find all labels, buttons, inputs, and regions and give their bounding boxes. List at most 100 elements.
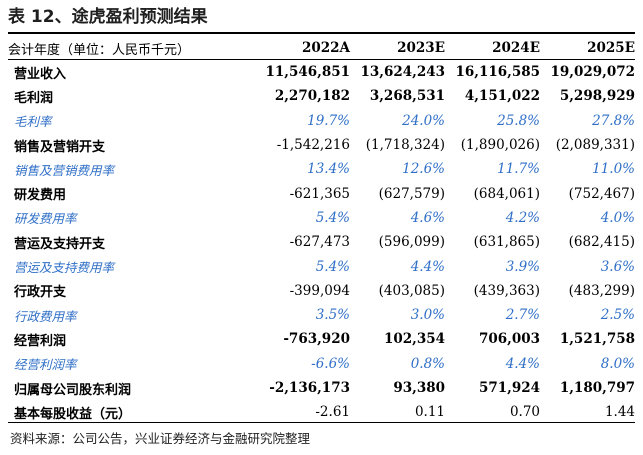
row-label: 经营利润率 [14,357,77,373]
row-value: 1,521,758 [559,331,635,348]
row-value: (1,718,324) [365,137,445,154]
row-value: (627,579) [378,185,445,202]
row-value: (752,467) [568,185,635,202]
row-label: 归属母公司股东利润 [14,382,132,398]
row-value: 4.0% [600,209,635,226]
row-value: -621,365 [289,185,350,202]
row-value: 5.4% [315,258,350,275]
row-value: 11.0% [592,161,635,178]
table-row: 毛利率 19.7% 24.0% 25.8% 27.8% [8,109,635,133]
row-label: 毛利率 [14,114,52,130]
table-row: 经营利润率 -6.6% 0.8% 4.4% 8.0% [8,352,635,376]
header-cell: 会计年度（单位：人民币千元） [8,42,191,58]
row-value: 1,180,797 [559,380,635,396]
row-label: 经营利润 [14,333,67,349]
row-value: (483,299) [568,282,635,299]
table-row: 销售及营销开支 -1,542,216 (1,718,324) (1,890,026) (… [8,133,635,157]
row-value: -399,094 [289,282,350,299]
row-value: 19,029,072 [550,64,635,81]
row-value: 4.4% [505,355,540,372]
row-label: 营运及支持费用率 [14,260,115,276]
row-value: 16,116,585 [455,64,540,81]
table-row: 毛利润 2,270,182 3,268,531 4,151,022 5,298,929 [8,84,635,108]
row-value: 24.0% [402,112,445,129]
header-cell: 2022A [301,40,350,56]
row-value: 3.9% [505,258,540,275]
source-note: 资料来源：公司公告，兴业证券经济与金融研究院整理 [10,431,311,446]
header-cell: 2024E [492,40,540,56]
row-value: -763,920 [283,331,350,348]
row-value: 706,003 [478,331,540,348]
row-value: 13,624,243 [360,64,445,81]
row-value: 2.7% [505,307,540,324]
row-value: 2.5% [600,307,635,324]
row-value: -6.6% [311,355,350,372]
row-value: 0.8% [410,355,445,372]
bottom-rule [8,422,635,423]
row-value: 8.0% [600,355,635,372]
row-value: 2,270,182 [274,88,350,105]
row-value: -2.61 [315,404,350,421]
row-value: -627,473 [289,234,350,251]
row-label: 销售及营销开支 [14,139,106,155]
row-label: 营运及支持开支 [14,236,106,252]
row-value: 19.7% [307,112,350,129]
row-value: (682,415) [568,234,635,251]
table-row: 营运及支持费用率 5.4% 4.4% 3.9% 3.6% [8,254,635,278]
header-rule [8,59,635,60]
row-value: 4.4% [410,258,445,275]
table-row: 经营利润 -763,920 102,354 706,003 1,521,758 [8,327,635,351]
table-title: 表 12、途虎盈利预测结果 [8,7,208,27]
table-row: 研发费用 -621,365 (627,579) (684,061) (752,467) [8,181,635,205]
row-label: 行政费用率 [14,308,77,324]
row-label: 基本每股收益（元） [14,406,132,422]
row-value: 27.8% [592,112,635,129]
row-value: 13.4% [307,161,350,178]
header-row: 会计年度（单位：人民币千元） 2022A 2023E 2024E 2025E [8,36,635,60]
row-label: 毛利润 [14,90,54,106]
row-value: 571,924 [478,380,540,396]
row-label: 营业收入 [14,66,67,82]
row-value: 3.5% [315,307,350,324]
row-label: 销售及营销费用率 [14,162,115,178]
row-value: 1.44 [604,404,635,421]
row-value: (403,085) [378,282,445,299]
row-value: 0.11 [414,404,445,421]
table-row: 基本每股收益（元） -2.61 0.11 0.70 1.44 [8,400,635,424]
row-label: 研发费用率 [14,211,77,227]
table-row: 营业收入 11,546,851 13,624,243 16,116,585 19,029… [8,60,635,84]
row-value: (1,890,026) [460,137,540,154]
row-value: (2,089,331) [555,137,635,154]
header-cell: 2025E [587,40,635,56]
row-value: 12.6% [402,161,445,178]
table-row: 行政费用率 3.5% 3.0% 2.7% 2.5% [8,303,635,327]
row-value: 3.0% [410,307,445,324]
row-value: -2,136,173 [269,380,350,396]
row-value: 3.6% [600,258,635,275]
row-value: 102,354 [383,331,445,348]
row-value: (631,865) [473,234,540,251]
table-row: 行政开支 -399,094 (403,085) (439,363) (483,299) [8,279,635,303]
row-value: 4.2% [505,209,540,226]
row-value: (596,099) [378,234,445,251]
row-value: (439,363) [473,282,540,299]
top-rule [8,32,635,34]
row-value: 11.7% [497,161,540,178]
row-label: 行政开支 [14,285,67,301]
table-row: 营运及支持开支 -627,473 (596,099) (631,865) (682,41… [8,230,635,254]
row-value: 4,151,022 [464,88,540,105]
forecast-table: 会计年度（单位：人民币千元） 2022A 2023E 2024E 2025E 营… [8,36,635,424]
table-row: 研发费用率 5.4% 4.6% 4.2% 4.0% [8,206,635,230]
row-label: 研发费用 [14,188,67,204]
table-row: 销售及营销费用率 13.4% 12.6% 11.7% 11.0% [8,157,635,181]
row-value: 93,380 [393,380,445,396]
row-value: 5,298,929 [559,88,635,105]
row-value: 5.4% [315,209,350,226]
row-value: (684,061) [473,185,540,202]
header-cell: 2023E [397,40,445,56]
row-value: -1,542,216 [276,137,350,154]
row-value: 3,268,531 [369,88,445,105]
row-value: 25.8% [497,112,540,129]
row-value: 11,546,851 [265,64,350,81]
row-value: 0.70 [509,404,540,421]
